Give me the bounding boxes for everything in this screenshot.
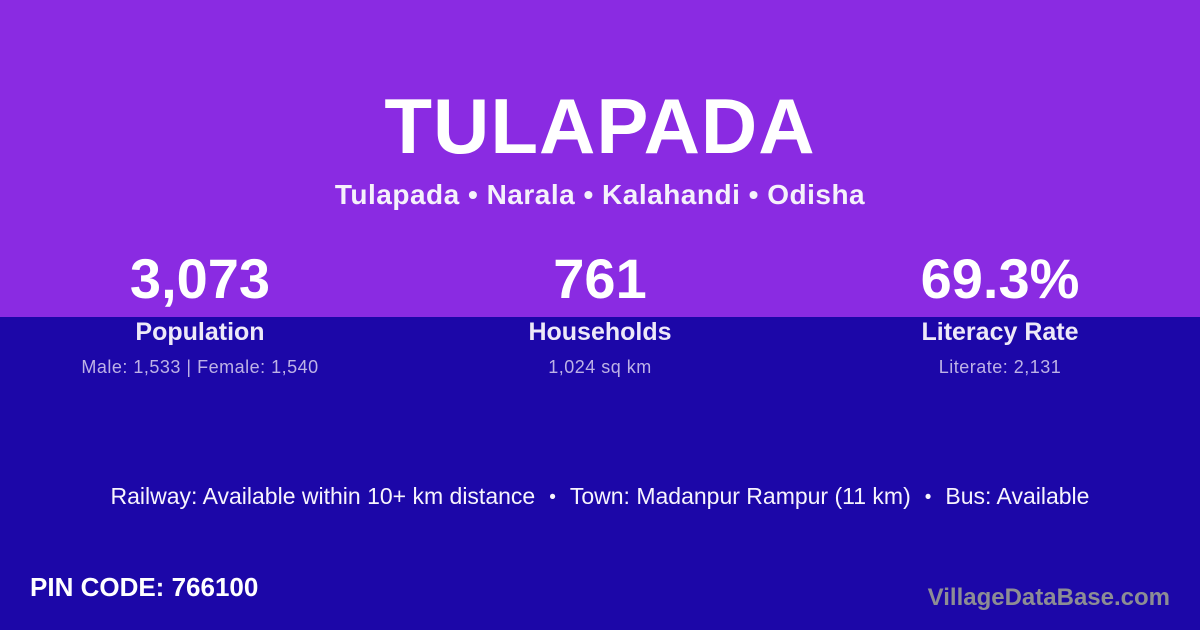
stat-households: 761 Households 1,024 sq km [400, 245, 800, 378]
pin-code-value: 766100 [171, 572, 259, 602]
bullet-separator: • [924, 487, 932, 508]
railway-info: Railway: Available within 10+ km distanc… [110, 483, 536, 509]
households-label: Households [528, 318, 672, 346]
pin-code: PIN CODE: 766100 [30, 572, 258, 603]
bottom-indigo-section [0, 317, 1200, 630]
literacy-value: 69.3% [920, 247, 1080, 310]
pin-code-label: PIN CODE: [30, 572, 165, 602]
literacy-label: Literacy Rate [921, 318, 1079, 346]
population-label: Population [135, 318, 265, 346]
village-title: TULAPADA [384, 82, 816, 170]
literacy-detail: Literate: 2,131 [938, 357, 1062, 377]
bullet-separator: • [549, 487, 556, 508]
stat-literacy: 69.3% Literacy Rate Literate: 2,131 [800, 245, 1200, 378]
households-detail: 1,024 sq km [548, 357, 652, 377]
town-info: Town: Madanpur Rampur (11 km) [569, 483, 911, 509]
stat-population: 3,073 Population Male: 1,533 | Female: 1… [0, 245, 400, 378]
top-purple-section [0, 0, 1200, 317]
stats-row: 3,073 Population Male: 1,533 | Female: 1… [0, 245, 1200, 378]
transport-info-line: Railway: Available within 10+ km distanc… [0, 480, 1200, 514]
households-value: 761 [553, 247, 647, 310]
site-watermark: VillageDataBase.com [927, 584, 1170, 611]
population-value: 3,073 [129, 247, 271, 310]
bus-info: Bus: Available [945, 483, 1090, 509]
population-detail: Male: 1,533 | Female: 1,540 [81, 357, 319, 377]
location-breadcrumb: Tulapada • Narala • Kalahandi • Odisha [334, 179, 866, 210]
